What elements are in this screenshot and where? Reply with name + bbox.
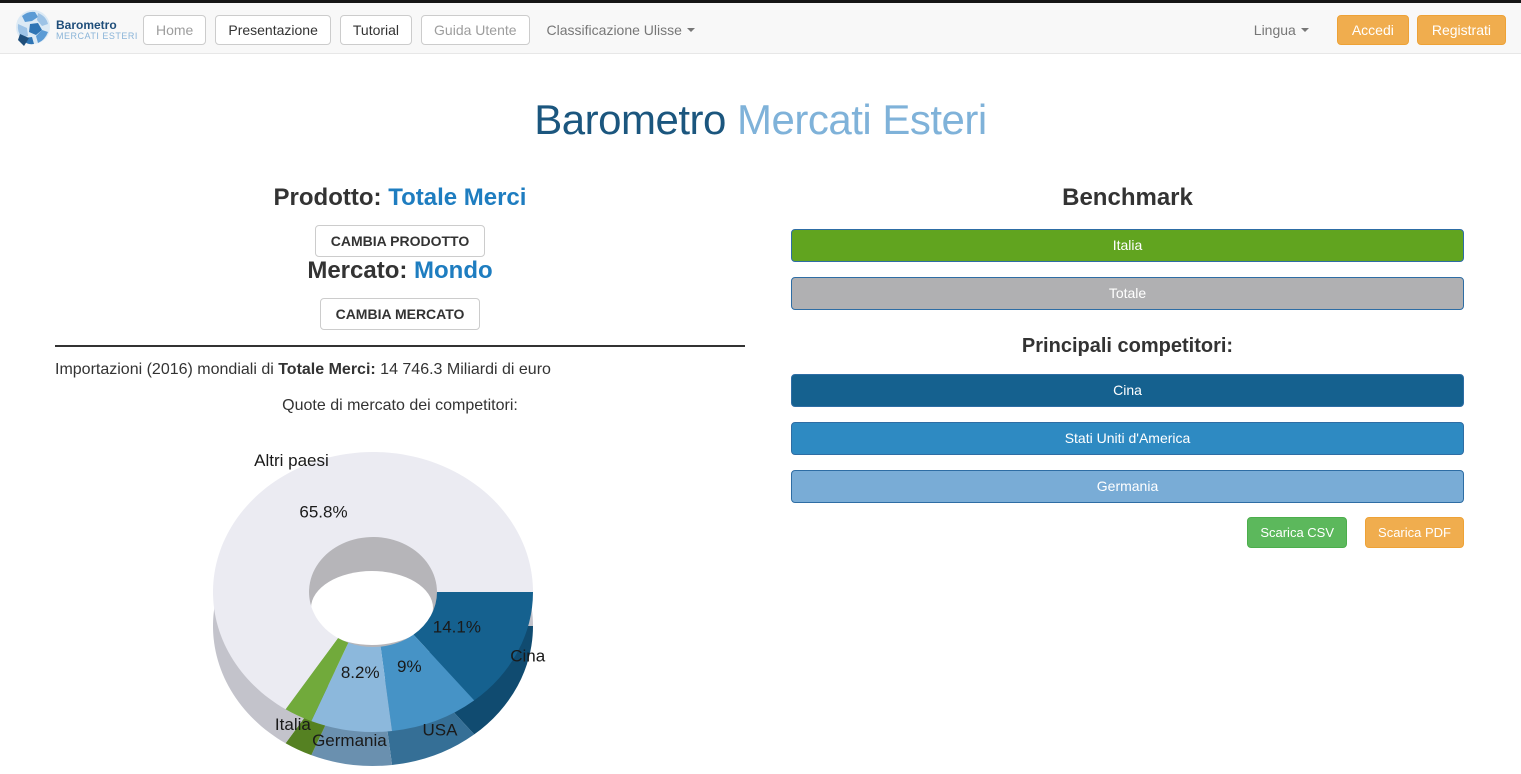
brand-title: Barometro (56, 17, 117, 32)
slice-name-label: Altri paesi (254, 451, 329, 470)
brand-subtitle: MERCATI ESTERI (56, 31, 138, 42)
slice-percent-label: 65.8% (299, 502, 347, 521)
market-value: Mondo (414, 257, 493, 284)
nav-home-button[interactable]: Home (143, 15, 207, 45)
market-share-donut-chart: 14.1% Cina 9% USA 8.2% Germania Italia 65.8% Alt… (55, 424, 745, 769)
divider (55, 345, 745, 347)
nav-tutorial-button[interactable]: Tutorial (339, 15, 413, 45)
nav-right-group: Lingua Accedi Registrati (1254, 15, 1506, 45)
nav-classificazione-label: Classificazione Ulisse (546, 22, 682, 38)
navbar: Barometro MERCATI ESTERI Home Presentazi… (0, 3, 1521, 54)
login-button[interactable]: Accedi (1336, 15, 1409, 45)
benchmark-panel: Benchmark Italia Totale Principali compe… (791, 184, 1464, 769)
product-label: Prodotto: (273, 184, 382, 211)
imports-prefix: Importazioni (2016) mondiali di (55, 361, 279, 378)
globe-icon (14, 8, 52, 53)
slice-name-label: Cina (510, 647, 546, 666)
product-value: Totale Merci (388, 184, 527, 211)
nav-menu: Home Presentazione Tutorial Guida Utente… (143, 15, 695, 45)
register-button[interactable]: Registrati (1416, 15, 1506, 45)
competitor-cina-bar[interactable]: Cina (791, 374, 1464, 407)
nav-presentazione-button[interactable]: Presentazione (215, 15, 331, 45)
download-buttons: Scarica CSV Scarica PDF (791, 517, 1464, 548)
slice-percent-label: 9% (397, 657, 422, 676)
competitor-usa-bar[interactable]: Stati Uniti d'America (791, 422, 1464, 455)
imports-product-bold: Totale Merci: (278, 361, 376, 378)
benchmark-totale-bar[interactable]: Totale (791, 277, 1464, 310)
imports-suffix: 14 746.3 Miliardi di euro (375, 361, 551, 378)
competitors-title: Principali competitori: (1021, 335, 1234, 357)
language-label: Lingua (1253, 22, 1296, 38)
competitor-germania-bar[interactable]: Germania (791, 470, 1464, 503)
product-panel: Prodotto: Totale Merci CAMBIA PRODOTTO M… (55, 184, 745, 769)
slice-name-label: Germania (312, 731, 387, 750)
page-title-secondary: Mercati Esteri (737, 96, 987, 143)
market-label: Mercato: (307, 257, 408, 284)
slice-name-label: USA (423, 720, 459, 739)
chart-caption: Quote di mercato dei competitori: (282, 397, 518, 414)
change-product-button[interactable]: CAMBIA PRODOTTO (314, 225, 486, 257)
benchmark-title: Benchmark (1062, 184, 1193, 211)
change-market-button[interactable]: CAMBIA MERCATO (319, 298, 481, 330)
slice-name-label: Italia (275, 715, 311, 734)
download-csv-button[interactable]: Scarica CSV (1247, 517, 1348, 548)
page-top-border (0, 0, 1521, 3)
slice-percent-label: 14.1% (433, 617, 481, 636)
nav-classificazione-dropdown[interactable]: Classificazione Ulisse (547, 22, 695, 38)
market-heading: Mercato: Mondo (55, 257, 745, 285)
page-title: Barometro Mercati Esteri (0, 96, 1521, 144)
benchmark-italia-bar[interactable]: Italia (791, 229, 1464, 262)
page-title-primary: Barometro (534, 96, 726, 143)
language-dropdown[interactable]: Lingua (1254, 22, 1309, 38)
download-pdf-button[interactable]: Scarica PDF (1365, 517, 1464, 548)
nav-guida-utente-button[interactable]: Guida Utente (421, 15, 530, 45)
product-heading: Prodotto: Totale Merci (55, 184, 745, 212)
slice-percent-label: 8.2% (341, 663, 380, 682)
brand-logo[interactable]: Barometro MERCATI ESTERI (14, 8, 138, 53)
imports-summary: Importazioni (2016) mondiali di Totale M… (55, 361, 745, 379)
caret-down-icon (686, 28, 695, 32)
caret-down-icon (1300, 28, 1309, 32)
